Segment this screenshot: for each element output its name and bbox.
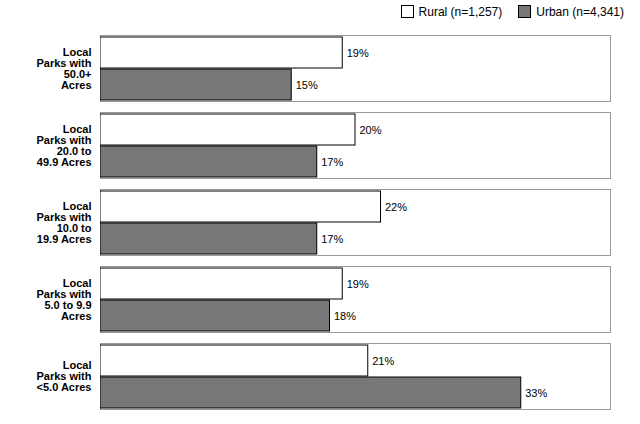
svg-text:LocalParks with5.0 to 9.9Acres: LocalParks with5.0 to 9.9Acres — [36, 277, 91, 322]
svg-text:LocalParks with10.0 to19.9 Acr: LocalParks with10.0 to19.9 Acres — [36, 200, 91, 245]
svg-text:LocalParks with20.0 to49.9 Acr: LocalParks with20.0 to49.9 Acres — [36, 123, 91, 168]
svg-text:18%: 18% — [334, 310, 356, 322]
svg-text:19%: 19% — [347, 47, 369, 59]
svg-text:LocalParks with50.0+Acres: LocalParks with50.0+Acres — [36, 46, 91, 91]
html-text:Rural (n=1,257): Rural (n=1,257) — [418, 5, 503, 19]
svg-text:22%: 22% — [385, 201, 407, 213]
svg-text:17%: 17% — [321, 233, 343, 245]
svg-text:19%: 19% — [347, 278, 369, 290]
svg-text:LocalParks with<5.0 Acres: LocalParks with<5.0 Acres — [36, 359, 91, 393]
svg-text:20%: 20% — [360, 124, 382, 136]
svg-text:15%: 15% — [296, 79, 318, 91]
html-text:Urban (n=4,341): Urban (n=4,341) — [536, 5, 624, 19]
svg-text:17%: 17% — [321, 156, 343, 168]
svg-text:21%: 21% — [372, 355, 394, 367]
svg-text:33%: 33% — [525, 387, 547, 399]
